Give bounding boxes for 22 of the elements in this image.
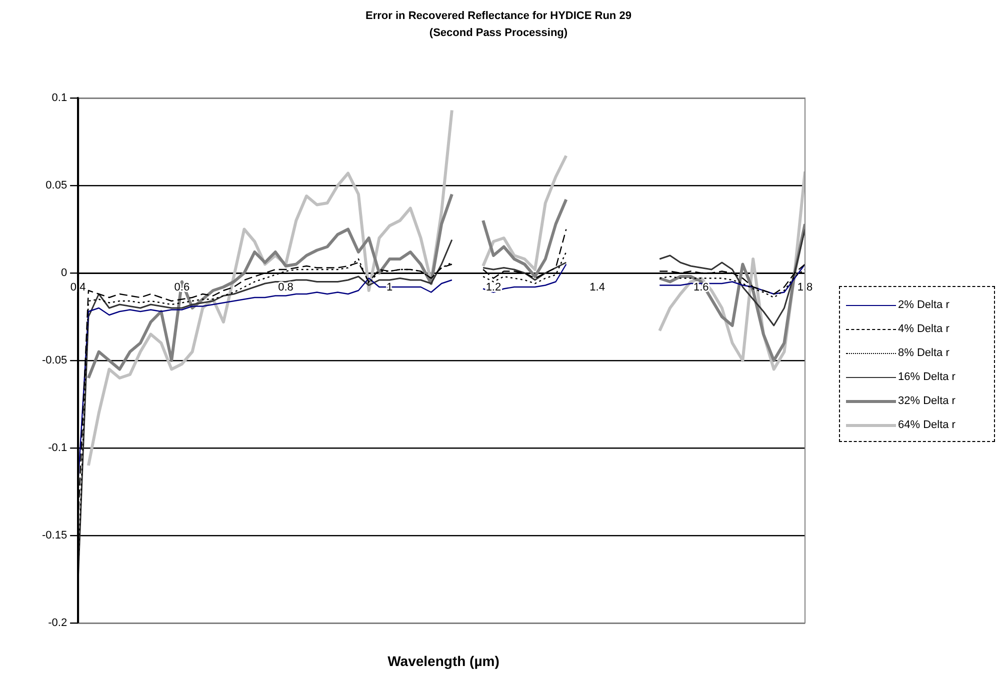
y-tick-label: -0.05 — [42, 354, 68, 367]
chart-subtitle: (Second Pass Processing) — [428, 26, 569, 41]
y-tick-label: 0.1 — [52, 92, 68, 104]
legend-label: 8% Delta r — [898, 347, 950, 359]
x-tick-label: 1.8 — [797, 282, 813, 294]
chart-title: Error in Recovered Reflectance for HYDICE Run 29 — [364, 9, 632, 24]
x-tick-label: 1.4 — [590, 282, 605, 294]
y-tick-label: 0 — [60, 267, 68, 280]
y-tick-label: -0.1 — [48, 442, 68, 454]
legend-label: 64% Delta r — [898, 419, 956, 431]
y-tick-label: 0.05 — [46, 180, 68, 192]
y-tick-label: -0.15 — [42, 530, 68, 542]
legend-label: 4% Delta r — [898, 323, 950, 335]
legend-label: 32% Delta r — [898, 395, 956, 407]
x-tick-label: 0.8 — [278, 282, 294, 294]
x-tick-label: 1.6 — [694, 282, 709, 294]
x-axis-title: Wavelength (µm) — [386, 653, 500, 669]
x-tick-label: 1.2 — [486, 282, 502, 294]
legend-label: 2% Delta r — [898, 299, 950, 311]
legend-label: 16% Delta r — [898, 371, 956, 383]
y-tick-label: -0.2 — [48, 617, 68, 630]
x-tick-label: 0.6 — [174, 282, 190, 294]
